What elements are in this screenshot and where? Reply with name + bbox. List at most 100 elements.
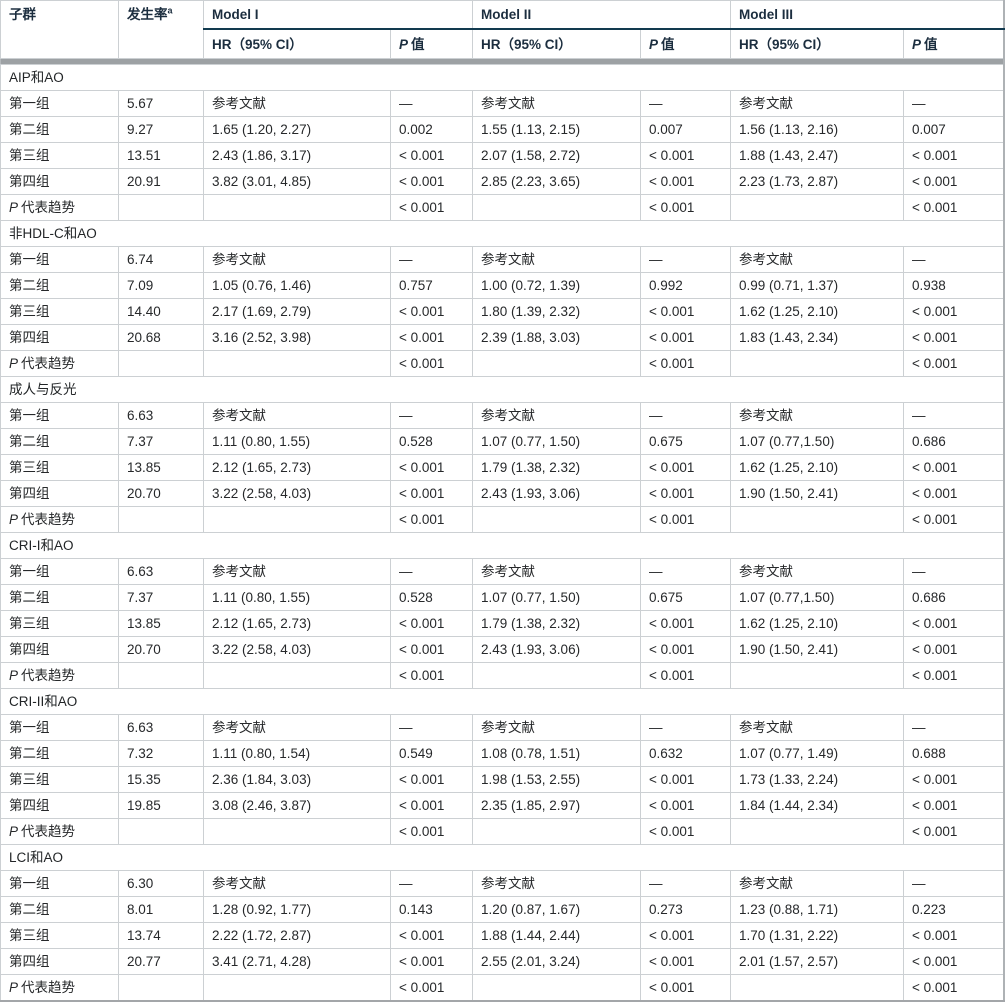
cell-m2-p: 0.007 <box>640 116 731 143</box>
cell-m3-p: 0.938 <box>903 272 1004 299</box>
cell-m2-p: — <box>640 714 731 741</box>
cell-m2-hr: 参考文献 <box>472 246 641 273</box>
trend-label: 代表趋势 <box>21 512 76 528</box>
cell-m3-hr: 1.23 (0.88, 1.71) <box>730 896 904 923</box>
cell-m2-p: 0.632 <box>640 740 731 767</box>
table-row: 第四组 20.70 3.22 (2.58, 4.03) < 0.001 2.43 (1.… <box>0 636 1004 663</box>
cell-m3-hr <box>730 506 904 533</box>
cell-m2-hr: 2.43 (1.93, 3.06) <box>472 480 641 507</box>
cell-m2-hr: 1.98 (1.53, 2.55) <box>472 766 641 793</box>
cell-m2-p: < 0.001 <box>640 610 731 637</box>
table-row: 第四组 20.77 3.41 (2.71, 4.28) < 0.001 2.55 (2.… <box>0 948 1004 975</box>
table-row: 第一组 6.63 参考文献 — 参考文献 — 参考文献 — <box>0 558 1004 585</box>
cell-label: 第四组 <box>0 480 119 507</box>
cell-m1-hr: 1.05 (0.76, 1.46) <box>203 272 391 299</box>
cell-m3-hr: 1.62 (1.25, 2.10) <box>730 610 904 637</box>
cell-m1-hr: 2.43 (1.86, 3.17) <box>203 142 391 169</box>
cell-label: 第二组 <box>0 272 119 299</box>
cell-incidence: 20.91 <box>118 168 204 195</box>
cell-incidence: 20.70 <box>118 636 204 663</box>
cell-m2-p: < 0.001 <box>640 194 731 221</box>
cell-m2-hr: 1.55 (1.13, 2.15) <box>472 116 641 143</box>
cell-m1-hr: 3.22 (2.58, 4.03) <box>203 636 391 663</box>
cell-m1-p: < 0.001 <box>390 142 473 169</box>
cell-incidence: 6.74 <box>118 246 204 273</box>
trend-row: P 代表趋势 < 0.001 < 0.001 < 0.001 <box>0 818 1004 845</box>
cell-incidence: 13.85 <box>118 610 204 637</box>
cell-m2-p: < 0.001 <box>640 298 731 325</box>
cell-m3-p: < 0.001 <box>903 194 1004 221</box>
trend-p-symbol: P <box>9 668 19 684</box>
cell-label: 第三组 <box>0 922 119 949</box>
cell-m1-p: < 0.001 <box>390 766 473 793</box>
section-title: LCI和AO <box>0 844 1004 871</box>
cell-m2-hr: 1.88 (1.44, 2.44) <box>472 922 641 949</box>
cell-m1-p: < 0.001 <box>390 610 473 637</box>
cell-m1-hr: 2.17 (1.69, 2.79) <box>203 298 391 325</box>
table-row: 第三组 13.85 2.12 (1.65, 2.73) < 0.001 1.79 (1.… <box>0 454 1004 481</box>
cell-m2-p: < 0.001 <box>640 662 731 689</box>
trend-row: P 代表趋势 < 0.001 < 0.001 < 0.001 <box>0 350 1004 377</box>
cell-m3-hr: 1.90 (1.50, 2.41) <box>730 480 904 507</box>
cell-incidence: 20.77 <box>118 948 204 975</box>
trend-row: P 代表趋势 < 0.001 < 0.001 < 0.001 <box>0 194 1004 221</box>
trend-label: 代表趋势 <box>21 980 76 996</box>
cell-m3-hr: 1.73 (1.33, 2.24) <box>730 766 904 793</box>
section-title: 非HDL-C和AO <box>0 220 1004 247</box>
cell-m2-hr: 2.43 (1.93, 3.06) <box>472 636 641 663</box>
section-title: CRI-II和AO <box>0 688 1004 715</box>
col-header-model-2: Model II <box>472 0 731 30</box>
cell-m2-p: < 0.001 <box>640 506 731 533</box>
table-row: 第一组 6.63 参考文献 — 参考文献 — 参考文献 — <box>0 402 1004 429</box>
cell-m2-p: — <box>640 558 731 585</box>
cell-m2-p: 0.675 <box>640 584 731 611</box>
cell-m2-hr <box>472 350 641 377</box>
cell-m1-p: — <box>390 558 473 585</box>
cell-label: 第四组 <box>0 168 119 195</box>
cell-m3-hr: 参考文献 <box>730 246 904 273</box>
cell-m3-p: < 0.001 <box>903 974 1004 1002</box>
cell-m2-p: < 0.001 <box>640 948 731 975</box>
cell-label: P 代表趋势 <box>0 506 119 533</box>
cell-m3-p: < 0.001 <box>903 818 1004 845</box>
table-row: 第二组 7.37 1.11 (0.80, 1.55) 0.528 1.07 (0.77,… <box>0 584 1004 611</box>
p-suffix: 值 <box>661 36 675 52</box>
trend-row: P 代表趋势 < 0.001 < 0.001 < 0.001 <box>0 506 1004 533</box>
cell-m3-hr <box>730 974 904 1002</box>
cell-m2-p: < 0.001 <box>640 480 731 507</box>
cell-m2-p: — <box>640 870 731 897</box>
trend-p-symbol: P <box>9 824 19 840</box>
cell-m3-p: 0.688 <box>903 740 1004 767</box>
cell-m1-p: 0.528 <box>390 428 473 455</box>
cell-m2-hr: 1.79 (1.38, 2.32) <box>472 610 641 637</box>
cell-label: 第三组 <box>0 142 119 169</box>
section-title: AIP和AO <box>0 64 1004 91</box>
cell-m1-hr <box>203 350 391 377</box>
cell-m1-p: < 0.001 <box>390 506 473 533</box>
cell-label: 第二组 <box>0 740 119 767</box>
p-symbol: P <box>399 36 409 52</box>
cell-m1-hr: 1.28 (0.92, 1.77) <box>203 896 391 923</box>
cell-m3-hr: 参考文献 <box>730 714 904 741</box>
cell-m1-p: — <box>390 402 473 429</box>
cell-m2-hr: 参考文献 <box>472 870 641 897</box>
table-row: 第三组 13.74 2.22 (1.72, 2.87) < 0.001 1.88 (1.… <box>0 922 1004 949</box>
trend-label: 代表趋势 <box>21 668 76 684</box>
cell-m1-hr: 3.16 (2.52, 3.98) <box>203 324 391 351</box>
cell-m3-hr: 参考文献 <box>730 870 904 897</box>
cell-m1-p: < 0.001 <box>390 194 473 221</box>
cell-m3-hr: 1.83 (1.43, 2.34) <box>730 324 904 351</box>
cell-m3-p: — <box>903 402 1004 429</box>
p-suffix: 值 <box>924 36 938 52</box>
cell-m3-p: < 0.001 <box>903 480 1004 507</box>
model-header-row: 子群 发生率a Model I Model II Model III <box>0 0 1004 59</box>
cell-label: 第二组 <box>0 896 119 923</box>
cell-m3-p: 0.223 <box>903 896 1004 923</box>
cell-label: 第一组 <box>0 90 119 117</box>
cell-m3-p: < 0.001 <box>903 506 1004 533</box>
col-header-subgroup: 子群 <box>0 0 119 59</box>
cell-m2-hr: 1.80 (1.39, 2.32) <box>472 298 641 325</box>
table-row: 第一组 6.74 参考文献 — 参考文献 — 参考文献 — <box>0 246 1004 273</box>
